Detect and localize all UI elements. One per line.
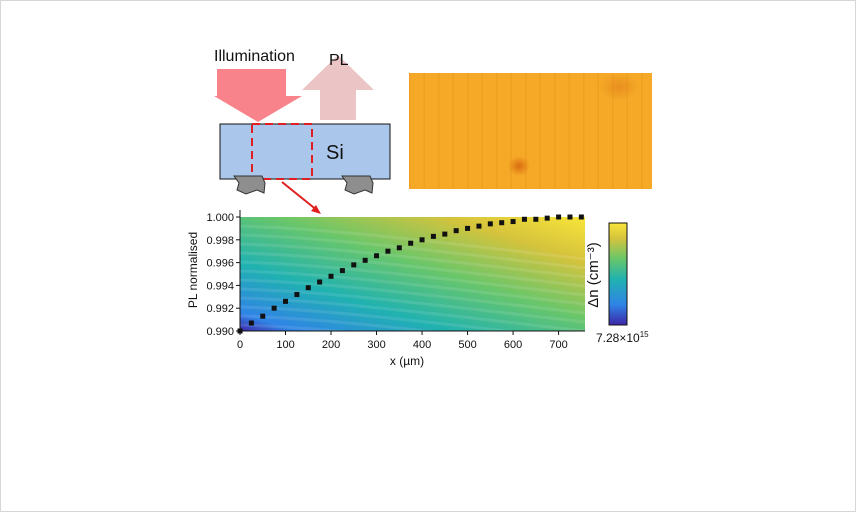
- data-point: [396, 245, 402, 251]
- data-point: [408, 240, 414, 246]
- data-point: [567, 214, 573, 220]
- heatmap-contours: [239, 224, 586, 369]
- zoom-arrow-line: [281, 181, 319, 212]
- data-point: [385, 248, 391, 254]
- y-tick-label: 0.990: [206, 326, 234, 338]
- data-point: [328, 273, 334, 279]
- contour-line: [239, 269, 586, 306]
- x-tick-label: 500: [458, 339, 476, 351]
- data-point: [476, 223, 482, 229]
- data-point: [351, 262, 357, 268]
- contour-line: [239, 323, 586, 360]
- data-point: [374, 253, 380, 259]
- contour-line: [239, 278, 586, 315]
- data-point: [271, 305, 277, 311]
- data-point: [533, 216, 539, 222]
- contour-line: [239, 233, 586, 270]
- x-tick-label: 600: [504, 339, 522, 351]
- colorbar-min-label: 7.28×1015: [596, 330, 649, 345]
- pl-arrow: [302, 55, 374, 120]
- data-point: [430, 233, 436, 239]
- contact-right: [341, 175, 374, 195]
- x-tick-label: 400: [413, 339, 431, 351]
- dashed-region: [251, 123, 313, 180]
- colorbar: [608, 222, 628, 326]
- contour-line: [239, 314, 586, 351]
- x-tick-label: 100: [276, 339, 294, 351]
- data-point: [283, 298, 289, 304]
- contour-line: [239, 332, 586, 369]
- y-tick-label: 1.000: [206, 212, 234, 224]
- data-point: [442, 231, 448, 237]
- x-axis-ticks: 0 100 200 300 400 500 600 700: [237, 331, 568, 351]
- data-points: [237, 214, 584, 334]
- data-point: [317, 279, 323, 285]
- data-point: [339, 268, 345, 274]
- y-axis-ticks: 0.990 0.992 0.994 0.996 0.998 1.000: [206, 212, 240, 338]
- contour-line: [239, 251, 586, 288]
- data-point: [521, 216, 527, 222]
- data-point: [237, 328, 243, 334]
- y-axis-label: PL normalised: [186, 232, 200, 308]
- contour-line: [239, 224, 586, 261]
- x-tick-label: 200: [322, 339, 340, 351]
- colorbar-min-exponent: 15: [640, 330, 649, 339]
- colorbar-label: Δn (cm⁻³): [585, 242, 602, 307]
- data-point: [260, 313, 266, 319]
- y-tick-label: 0.996: [206, 258, 234, 270]
- illumination-arrow: [214, 69, 302, 122]
- data-point: [465, 225, 471, 231]
- x-axis-label: x (µm): [390, 354, 424, 368]
- y-tick-label: 0.998: [206, 235, 234, 247]
- y-tick-label: 0.992: [206, 303, 234, 315]
- data-point: [556, 214, 562, 220]
- data-point: [510, 219, 516, 225]
- pl-label: PL: [329, 52, 349, 69]
- contour-line: [239, 260, 586, 297]
- x-tick-label: 300: [367, 339, 385, 351]
- y-tick-label: 0.994: [206, 280, 234, 292]
- data-point: [362, 257, 368, 263]
- data-point: [248, 320, 254, 326]
- x-tick-label: 700: [549, 339, 567, 351]
- contour-line: [239, 305, 586, 342]
- contour-line: [239, 296, 586, 333]
- illumination-label: Illumination: [214, 48, 295, 65]
- data-point: [419, 237, 425, 243]
- x-tick-label: 0: [237, 339, 243, 351]
- data-point: [453, 228, 459, 234]
- pl-image: [409, 73, 652, 189]
- data-point: [578, 214, 584, 220]
- contour-line: [239, 287, 586, 324]
- contact-left: [233, 175, 266, 195]
- contour-line: [239, 242, 586, 279]
- data-point: [487, 221, 493, 227]
- data-point: [544, 215, 550, 221]
- si-label: Si: [326, 142, 344, 164]
- heatmap-background: [240, 217, 585, 331]
- zoom-arrow-head: [311, 205, 321, 214]
- data-point: [294, 292, 300, 298]
- data-point: [499, 220, 505, 226]
- data-point: [305, 285, 311, 291]
